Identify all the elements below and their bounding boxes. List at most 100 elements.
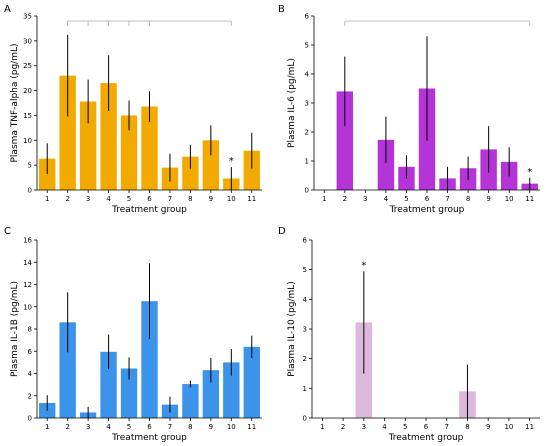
x-tick-label: 6 (147, 195, 152, 203)
x-tick-label: 8 (465, 423, 469, 431)
x-tick-label: 6 (147, 423, 152, 431)
x-tick-label: 9 (486, 195, 490, 203)
y-tick-label: 15 (23, 112, 32, 120)
bar-group-2 (59, 75, 76, 190)
panel-b: B 0 1 2 3 4 5 6 1 2 3 4 5 6 7 8 9 10 11 Treatment group Plas… (278, 4, 540, 215)
x-tick-label: 4 (384, 195, 389, 203)
y-tick-label: 14 (23, 259, 32, 267)
bar-group-5 (120, 368, 138, 418)
x-tick-label: 4 (106, 423, 111, 431)
x-axis-label: Treatment group (388, 433, 464, 443)
y-tick-label: 0 (28, 415, 32, 423)
y-tick-label: 4 (305, 71, 310, 79)
x-tick-label: 8 (466, 195, 470, 203)
y-tick-label: 6 (28, 348, 33, 356)
y-tick-label: 12 (23, 281, 32, 289)
x-axis-label: Treatment group (111, 433, 187, 443)
bar-group-4 (100, 351, 117, 418)
significance-star: * (229, 156, 234, 167)
bar-group-6 (141, 301, 158, 418)
x-axis-label: Treatment group (389, 205, 465, 215)
y-tick-label: 1 (305, 158, 309, 166)
x-tick-label: 4 (382, 423, 387, 431)
x-tick-label: 5 (403, 423, 407, 431)
bar-group-1 (39, 158, 56, 190)
x-tick-label: 8 (188, 195, 192, 203)
x-tick-label: 10 (504, 423, 513, 431)
panel-a: A 0 5 10 15 20 25 30 35 1 2 3 4 5 6 7 8 9 10 11 Treatment gr… (4, 4, 262, 215)
y-tick-label: 0 (28, 187, 32, 195)
bar-group-3 (79, 101, 97, 190)
bar-group-8 (182, 156, 199, 190)
y-tick-label: 5 (305, 42, 309, 50)
panel-letter: A (4, 4, 11, 15)
y-tick-label: 25 (23, 62, 32, 70)
x-tick-label: 3 (363, 195, 367, 203)
bar-group-4 (377, 139, 395, 190)
panel-letter: C (4, 226, 11, 237)
x-tick-label: 5 (404, 195, 408, 203)
y-tick-label: 10 (23, 303, 32, 311)
x-axis-label: Treatment group (111, 205, 187, 215)
y-tick-label: 35 (23, 13, 32, 21)
bar-group-2 (336, 91, 354, 190)
y-axis-label: Plasma IL-10 (pg/mL) (287, 281, 297, 377)
x-tick-label: 7 (168, 195, 172, 203)
y-tick-label: 30 (23, 37, 32, 45)
y-tick-label: 4 (28, 370, 33, 378)
y-axis-label: Plasma IL-1B (pg/mL) (10, 281, 20, 377)
y-tick-label: 2 (303, 355, 307, 363)
bar-group-10 (223, 362, 240, 419)
x-tick-label: 10 (227, 423, 236, 431)
bar-group-9 (202, 140, 220, 190)
panel-d: D 0 1 2 3 4 5 6 1 2 3 4 5 6 7 8 9 10 11 Treatment group Plas… (278, 226, 540, 443)
significance-star: * (361, 260, 366, 271)
significance-star: * (527, 167, 532, 178)
y-tick-label: 10 (23, 137, 32, 145)
x-tick-label: 10 (505, 195, 514, 203)
x-tick-label: 5 (127, 195, 131, 203)
y-tick-label: 5 (303, 266, 307, 274)
x-tick-label: 11 (525, 423, 534, 431)
x-tick-label: 3 (86, 195, 90, 203)
x-tick-label: 7 (168, 423, 172, 431)
y-tick-label: 0 (305, 187, 309, 195)
x-tick-label: 5 (127, 423, 131, 431)
bar-group-11 (243, 346, 260, 418)
y-tick-label: 5 (28, 162, 32, 170)
bar-group-4 (100, 83, 117, 190)
x-tick-label: 2 (341, 423, 345, 431)
bar-group-9 (202, 370, 220, 418)
x-tick-label: 2 (65, 195, 69, 203)
y-tick-label: 3 (303, 326, 307, 334)
x-tick-label: 2 (343, 195, 347, 203)
x-tick-label: 3 (362, 423, 366, 431)
y-tick-label: 0 (303, 415, 307, 423)
bar-group-5 (120, 115, 138, 190)
x-tick-label: 7 (444, 423, 448, 431)
bar-group-8 (182, 384, 199, 418)
y-tick-label: 16 (23, 237, 32, 245)
x-tick-label: 11 (525, 195, 534, 203)
y-tick-label: 6 (303, 237, 308, 245)
y-tick-label: 8 (28, 326, 32, 334)
x-tick-label: 4 (106, 195, 111, 203)
x-tick-label: 6 (425, 195, 430, 203)
y-axis-label: Plasma IL-6 (pg/mL) (287, 58, 297, 148)
x-tick-label: 8 (188, 423, 192, 431)
x-tick-label: 9 (209, 423, 213, 431)
panel-letter: D (278, 226, 286, 237)
y-tick-label: 2 (305, 129, 309, 137)
y-tick-label: 1 (303, 385, 307, 393)
x-tick-label: 11 (247, 423, 256, 431)
panel-letter: B (278, 4, 285, 15)
bar-group-2 (59, 322, 76, 418)
bar-group-6 (141, 106, 158, 190)
x-tick-label: 9 (486, 423, 490, 431)
x-tick-label: 7 (445, 195, 449, 203)
bar-group-11 (243, 150, 260, 190)
x-tick-label: 1 (320, 423, 324, 431)
x-tick-label: 11 (247, 195, 256, 203)
